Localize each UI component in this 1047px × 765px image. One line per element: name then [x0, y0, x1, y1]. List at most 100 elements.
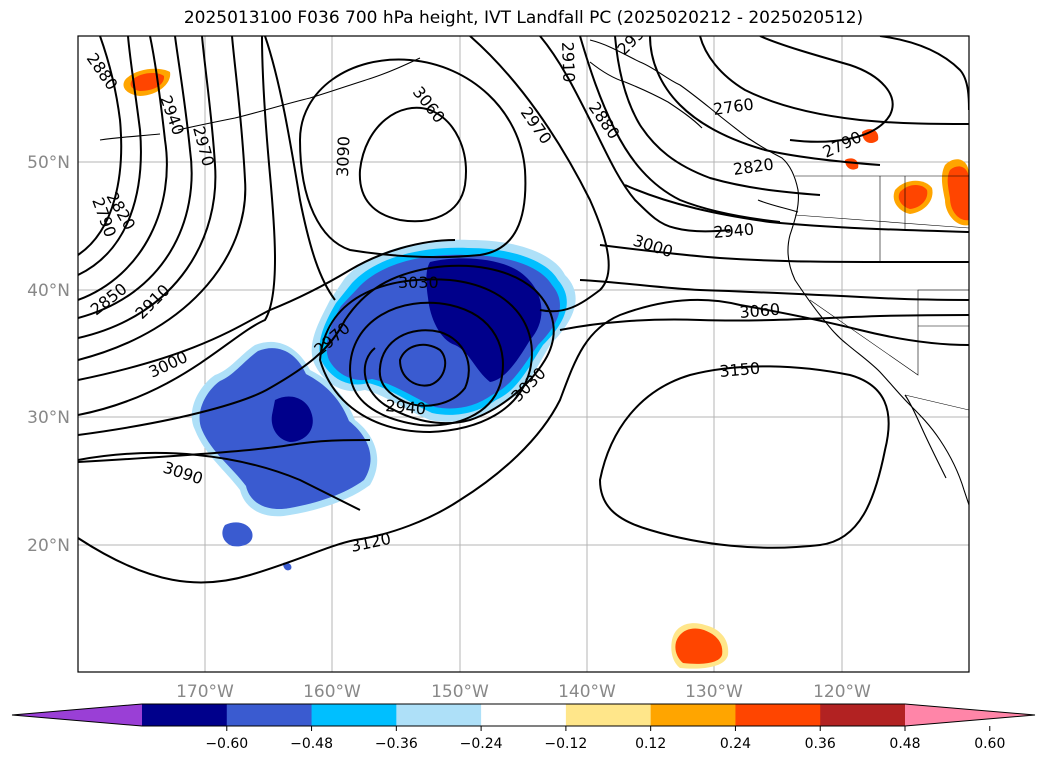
lon-label: 130°W — [685, 682, 743, 702]
contour-2940 — [78, 36, 247, 361]
colorbar-extend-high — [905, 704, 1035, 726]
contour-label: 2910 — [131, 281, 173, 323]
colorbar-tick-label: 0.36 — [805, 736, 836, 752]
contour-2850-east — [614, 36, 821, 196]
colorbar-tick-label: −0.60 — [205, 736, 248, 752]
colorbar-tick-label: 0.24 — [720, 736, 751, 752]
height-contours — [78, 36, 969, 584]
alaska-coast — [589, 61, 703, 129]
contour-label: 3000 — [631, 231, 676, 262]
colorbar-bin — [820, 704, 906, 726]
colorbar-tick-label: 0.48 — [889, 736, 920, 752]
contour-2970-east — [539, 36, 731, 233]
contour-label: 2910 — [558, 41, 578, 82]
coastlines — [99, 39, 969, 506]
ivt-small-patch — [222, 522, 253, 547]
colorbar-bin — [735, 704, 821, 726]
contour-3060-east — [559, 314, 969, 331]
colorbar-tick-label: −0.12 — [544, 736, 587, 752]
contour-2790-ne — [879, 36, 969, 111]
contour-3090-high — [358, 106, 467, 223]
lon-label: 170°W — [176, 682, 234, 702]
ivt-negative-region — [191, 239, 576, 571]
contour-2970 — [78, 239, 456, 381]
colorbar-extend-low — [12, 704, 142, 726]
contour-label: 2940 — [713, 220, 755, 242]
contour-3090-label-seg — [78, 451, 361, 511]
contour-label: 2820 — [732, 154, 775, 178]
contour-2790-east — [699, 36, 969, 125]
contour-2940-inner — [378, 329, 470, 407]
colorbar-bin — [396, 704, 482, 726]
contour-2820-east — [649, 36, 881, 166]
plot-frame — [77, 35, 970, 673]
lat-label: 20°N — [27, 536, 70, 556]
contour-3090 — [78, 298, 969, 584]
contour-2790 — [78, 36, 123, 256]
contour-2820 — [78, 36, 142, 276]
colorbar-bin — [311, 704, 397, 726]
contour-label: 2760 — [712, 94, 755, 118]
north-america-west-coast — [589, 39, 969, 506]
contour-2940-east — [624, 184, 969, 233]
contour-2850 — [78, 36, 168, 301]
contour-3150 — [598, 365, 890, 549]
state-border-d — [809, 289, 969, 376]
contour-2970-inner — [348, 301, 504, 427]
contour-3030-east — [579, 279, 969, 301]
contour-label: 3060 — [409, 83, 449, 127]
colorbar-tick-label: 0.12 — [635, 736, 666, 752]
contour-2880 — [78, 36, 193, 319]
colorbar-tick-label: −0.24 — [460, 736, 503, 752]
contour-2760-east — [759, 36, 894, 143]
colorbar-tick-label: 0.60 — [974, 736, 1005, 752]
contour-label: 3090 — [161, 458, 206, 489]
map-title: 2025013100 F036 700 hPa height, IVT Land… — [183, 8, 864, 28]
contour-label: 3030 — [398, 273, 439, 292]
contour-3000-east — [599, 244, 969, 264]
colorbar-outline — [11, 703, 1036, 727]
latitude-labels: 50°N 40°N 30°N 20°N — [27, 153, 70, 556]
contour-3060-west — [78, 439, 371, 463]
colorbar-bin — [565, 704, 652, 726]
ivt-west-dark-blue-core — [271, 396, 313, 442]
contour-3030 — [78, 264, 555, 436]
lat-label: 40°N — [27, 281, 70, 301]
contour-2910 — [78, 36, 217, 339]
baja-california — [904, 394, 947, 479]
ivt-pos-patch-canada — [862, 129, 879, 144]
contour-label: 2970 — [517, 103, 556, 147]
contour-3060-high — [298, 58, 527, 259]
vancouver-island — [757, 199, 799, 213]
ivt-pos-patch-inland-core — [898, 184, 928, 209]
ivt-pos-patch-north-core — [130, 72, 165, 91]
lat-label: 50°N — [27, 153, 70, 173]
contour-label: 3060 — [739, 300, 781, 322]
contour-label: 3150 — [719, 359, 761, 381]
contour-label: 3090 — [333, 136, 353, 177]
colorbar-bin — [481, 704, 567, 726]
contour-label: 3120 — [349, 529, 393, 556]
colorbar-bin — [650, 704, 736, 726]
state-border-b — [794, 214, 969, 229]
contour-label: 2940 — [385, 396, 427, 418]
contour-3030-north — [264, 36, 610, 313]
lon-label: 160°W — [303, 682, 361, 702]
colorbar-bin — [226, 704, 313, 726]
contour-2910-inner — [398, 343, 447, 387]
lon-label: 150°W — [431, 682, 489, 702]
plot-area: 2880 2940 2970 3090 3060 2910 2970 2880 … — [78, 36, 969, 672]
colorbar: −0.60 −0.48 −0.36 −0.24 −0.12 0.12 0.24 0.36 0.4… — [11, 703, 1036, 752]
lon-label: 140°W — [558, 682, 616, 702]
colorbar-tick-label: −0.36 — [375, 736, 418, 752]
ivt-pos-patch-south-core — [675, 628, 723, 664]
contour-2880-east — [579, 36, 781, 223]
us-mexico-border — [904, 394, 969, 411]
longitude-labels: 170°W 160°W 150°W 140°W 130°W 120°W — [176, 682, 871, 702]
lon-label: 120°W — [813, 682, 871, 702]
ivt-pos-patch-coast — [845, 158, 859, 170]
colorbar-tick-label: −0.48 — [290, 736, 333, 752]
contour-label: 3000 — [146, 347, 191, 381]
contour-3000 — [78, 36, 276, 416]
